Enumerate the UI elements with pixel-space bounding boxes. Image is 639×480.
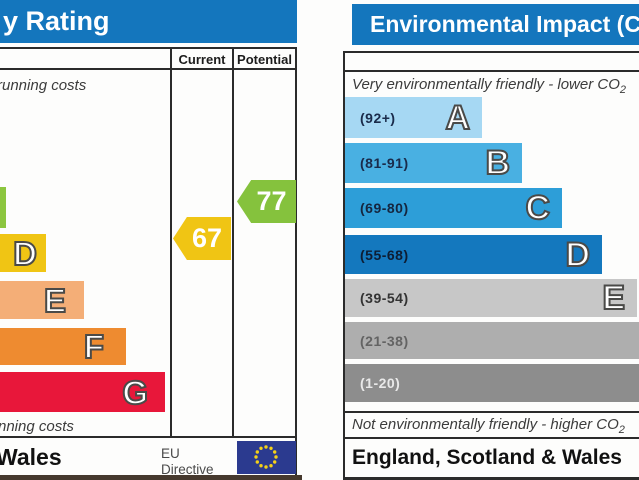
co2-band-d-letter: D	[564, 235, 591, 274]
co2-band-c: (69-80) C	[345, 188, 562, 228]
current-column-header: Current	[178, 52, 226, 67]
right-table-top-border	[343, 51, 639, 53]
left-current-column-line	[170, 47, 172, 438]
right-panel-bottom-border	[343, 477, 639, 480]
eu-directive-line1: EU Directive	[161, 446, 214, 477]
right-top-note: Very environmentally friendly - lower CO…	[352, 76, 626, 96]
right-header-row-divider	[343, 70, 639, 72]
co2-band-f: (21-38)	[345, 322, 639, 359]
energy-band-d-letter: D	[12, 234, 38, 272]
left-panel-bottom-strip	[0, 475, 302, 480]
co2-band-f-range: (21-38)	[360, 332, 409, 349]
energy-band-c	[0, 187, 6, 228]
eu-flag-stars	[254, 445, 278, 469]
energy-band-d: D	[0, 234, 46, 272]
energy-band-e-letter: E	[43, 281, 67, 319]
energy-band-f-letter: F	[83, 328, 105, 365]
potential-rating-marker: 77	[237, 180, 296, 223]
right-bottom-note-top-border	[343, 411, 639, 413]
energy-rating-title: y Rating	[3, 6, 110, 36]
co2-band-e-letter: E	[601, 279, 626, 317]
current-rating-marker: 67	[173, 217, 231, 260]
energy-band-f: F	[0, 328, 126, 365]
right-footer-top-border	[343, 437, 639, 439]
co2-band-g: (1-20)	[345, 364, 639, 402]
left-header-row-divider	[0, 68, 297, 70]
potential-rating-value: 77	[256, 186, 287, 216]
energy-rating-header: y Rating	[0, 0, 297, 43]
right-panel-left-border	[343, 51, 345, 480]
co2-band-g-range: (1-20)	[360, 375, 401, 391]
energy-rating-panel: y Rating Current Potential running costs…	[0, 0, 302, 480]
left-top-note: running costs	[0, 77, 87, 94]
left-footer-region: Wales	[0, 444, 62, 470]
environmental-impact-panel: Environmental Impact (C Very environment…	[343, 0, 639, 480]
left-panel-right-border	[295, 47, 297, 475]
right-top-note-text: Very environmentally friendly - lower CO	[352, 76, 620, 93]
energy-band-e: E	[0, 281, 84, 319]
right-footer-region: England, Scotland & Wales	[352, 446, 622, 469]
co2-band-c-range: (69-80)	[360, 200, 409, 216]
left-footer-top-border	[0, 436, 297, 438]
co2-band-b-range: (81-91)	[360, 155, 409, 171]
co2-band-b-letter: B	[484, 144, 511, 182]
energy-band-g-letter: G	[121, 373, 149, 411]
co2-band-e: (39-54) E	[345, 279, 637, 317]
co2-band-e-range: (39-54)	[360, 290, 409, 306]
co2-band-d: (55-68) D	[345, 235, 602, 274]
left-bottom-note: nning costs	[0, 418, 74, 435]
left-potential-column-line	[232, 47, 234, 438]
right-bottom-note-subscript: 2	[618, 424, 625, 436]
right-bottom-note-text: Not environmentally friendly - higher CO	[352, 416, 619, 433]
potential-column-header: Potential	[237, 52, 292, 67]
co2-band-a: (92+) A	[345, 97, 482, 138]
left-table-top-border	[0, 47, 297, 49]
co2-band-a-letter: A	[444, 98, 471, 137]
environmental-impact-header: Environmental Impact (C	[352, 4, 639, 45]
co2-band-a-range: (92+)	[360, 109, 396, 126]
energy-band-g: G	[0, 372, 165, 412]
co2-band-b: (81-91) B	[345, 143, 522, 183]
current-rating-value: 67	[191, 223, 223, 253]
environmental-impact-title: Environmental Impact (C	[370, 11, 639, 37]
right-bottom-note: Not environmentally friendly - higher CO…	[352, 416, 625, 436]
co2-band-c-letter: C	[524, 189, 551, 227]
eu-flag-icon	[237, 441, 296, 474]
right-top-note-subscript: 2	[619, 84, 626, 96]
co2-band-d-range: (55-68)	[360, 246, 409, 263]
